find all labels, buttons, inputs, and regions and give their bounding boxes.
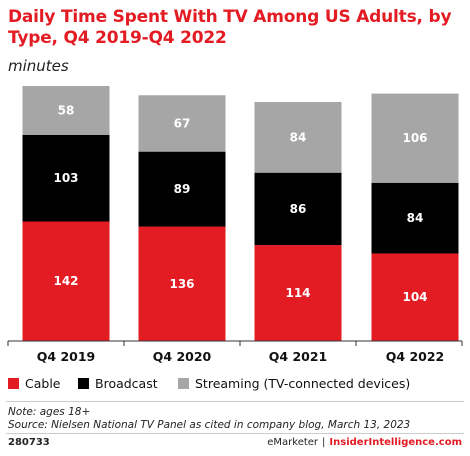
footer-divider-bottom <box>6 433 464 434</box>
x-axis-labels: Q4 2019 Q4 2020 Q4 2021 Q4 2022 <box>37 349 444 364</box>
legend-item-cable: Cable <box>8 376 61 391</box>
data-label: 84 <box>290 130 307 144</box>
bar-segment-broadcast-q4-2020 <box>138 151 226 227</box>
legend-label-broadcast: Broadcast <box>95 376 158 391</box>
data-label: 104 <box>402 290 427 304</box>
data-label: 136 <box>169 277 194 291</box>
chart-id: 280733 <box>8 437 50 448</box>
legend: Cable Broadcast Streaming (TV-connected … <box>8 376 468 394</box>
data-label: 67 <box>174 116 191 130</box>
bar-segment-broadcast-q4-2019 <box>22 134 110 222</box>
legend-item-broadcast: Broadcast <box>78 376 158 391</box>
bar-segment-broadcast-q4-2021 <box>254 172 342 246</box>
legend-label-cable: Cable <box>25 376 61 391</box>
x-tick-label: Q4 2022 <box>386 349 444 364</box>
x-tick-label: Q4 2020 <box>153 349 212 364</box>
data-label: 86 <box>290 202 307 216</box>
bar-segment-cable-q4-2019 <box>22 221 110 341</box>
chart-title: Daily Time Spent With TV Among US Adults… <box>8 7 452 48</box>
x-tick-label: Q4 2021 <box>269 349 327 364</box>
brand-separator: | <box>322 437 326 448</box>
brand-insider-intelligence: InsiderIntelligence.com <box>329 437 462 448</box>
bar-segment-streaming-q4-2021 <box>254 101 342 173</box>
data-label: 58 <box>58 103 75 117</box>
bars-group: 142 103 58 136 89 67 114 86 84 104 84 106 <box>22 86 459 341</box>
footnote-note: Note: ages 18+ <box>8 406 91 418</box>
data-label: 106 <box>402 131 427 145</box>
brand-emarketer: eMarketer <box>267 437 319 448</box>
data-label: 114 <box>285 286 310 300</box>
legend-swatch-cable <box>8 378 19 389</box>
bar-segment-cable-q4-2022 <box>371 253 459 341</box>
legend-label-streaming: Streaming (TV-connected devices) <box>195 376 411 391</box>
bar-segment-cable-q4-2020 <box>138 226 226 341</box>
bar-segment-cable-q4-2021 <box>254 245 342 341</box>
bar-segment-broadcast-q4-2022 <box>371 182 459 254</box>
footnote-source: Source: Nielsen National TV Panel as cit… <box>8 419 411 431</box>
bar-segment-streaming-q4-2020 <box>138 95 226 152</box>
data-label: 103 <box>53 171 78 185</box>
data-label: 84 <box>407 211 424 225</box>
x-tick-label: Q4 2019 <box>37 349 95 364</box>
legend-swatch-broadcast <box>78 378 89 389</box>
x-axis-ticks <box>7 341 463 346</box>
brand: eMarketer | InsiderIntelligence.com <box>267 437 462 448</box>
legend-item-streaming: Streaming (TV-connected devices) <box>178 376 410 391</box>
chart-subtitle: minutes <box>8 57 69 75</box>
bar-segment-streaming-q4-2022 <box>371 93 459 183</box>
data-label: 142 <box>53 274 78 288</box>
bar-segment-streaming-q4-2019 <box>22 86 110 135</box>
footer-divider <box>6 401 464 402</box>
legend-swatch-streaming <box>178 378 189 389</box>
data-label: 89 <box>174 182 191 196</box>
